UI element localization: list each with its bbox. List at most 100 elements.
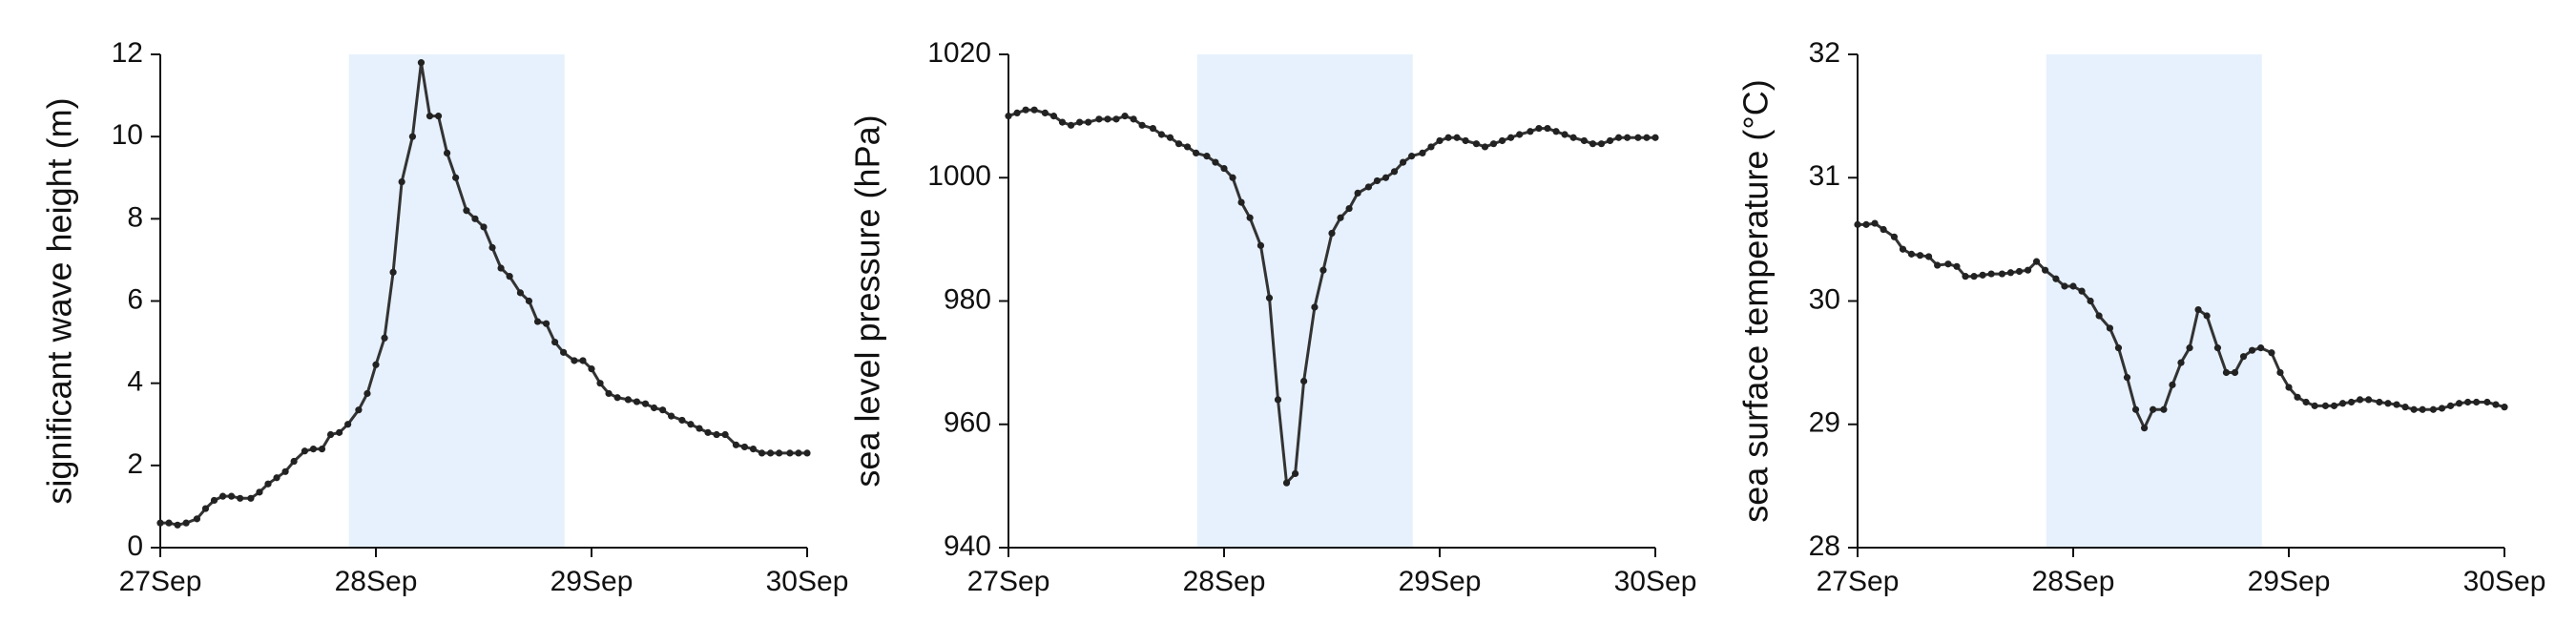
data-point — [1364, 183, 1373, 191]
data-point — [2376, 398, 2383, 406]
data-point — [1337, 214, 1344, 221]
data-point — [1871, 219, 1879, 227]
data-point — [1561, 131, 1568, 138]
data-point — [2222, 368, 2231, 377]
data-point — [1149, 124, 1157, 133]
y-tick-label: 10 — [112, 119, 143, 151]
data-point — [2123, 374, 2131, 382]
data-point — [1569, 134, 1577, 141]
data-point — [1212, 158, 1219, 166]
data-point — [344, 421, 352, 428]
y-axis-label: significant wave height (m) — [40, 97, 79, 504]
x-tick-label: 30Sep — [766, 566, 849, 597]
y-tick-label: 29 — [1809, 407, 1840, 439]
data-point — [633, 398, 641, 405]
data-point — [426, 113, 434, 120]
data-point — [1589, 140, 1597, 148]
data-point — [803, 449, 811, 457]
x-tick-label: 30Sep — [1614, 566, 1697, 597]
data-point — [758, 449, 766, 457]
data-point — [1229, 174, 1236, 181]
data-point — [1419, 149, 1426, 156]
data-point — [1643, 134, 1651, 141]
data-point — [1535, 124, 1543, 133]
data-point — [1381, 174, 1390, 181]
data-point — [668, 412, 675, 420]
data-point — [165, 519, 173, 527]
data-point — [776, 449, 783, 457]
data-point — [2106, 324, 2114, 332]
y-axis-label: sea level pressure (hPa) — [848, 114, 887, 487]
y-tick-label: 31 — [1809, 160, 1840, 192]
data-point — [2401, 404, 2409, 411]
data-point — [193, 515, 201, 523]
data-point — [596, 380, 604, 387]
data-point — [1193, 149, 1200, 156]
data-point — [434, 113, 443, 120]
x-tick-label: 29Sep — [551, 566, 634, 597]
y-tick-label: 940 — [944, 530, 991, 562]
data-point — [613, 394, 621, 402]
data-point — [2042, 266, 2049, 274]
data-point — [525, 297, 533, 305]
data-point — [2393, 401, 2400, 408]
data-point — [417, 59, 426, 67]
y-tick-label: 32 — [1809, 37, 1840, 69]
data-point — [1907, 250, 1916, 258]
data-point — [2463, 398, 2472, 406]
data-point — [210, 496, 218, 505]
data-point — [2483, 398, 2491, 406]
data-point — [579, 357, 587, 364]
data-point — [1390, 168, 1399, 176]
data-point — [1121, 113, 1129, 120]
data-point — [1246, 214, 1254, 221]
data-point — [381, 334, 388, 342]
data-point — [1899, 245, 1907, 253]
data-point — [1544, 124, 1551, 133]
data-point — [1265, 294, 1274, 301]
data-point — [1319, 266, 1327, 274]
data-point — [2186, 344, 2193, 352]
data-point — [1970, 273, 1978, 280]
data-point — [1067, 121, 1075, 129]
data-point — [2356, 396, 2364, 404]
data-point — [2311, 402, 2318, 409]
data-point — [273, 474, 280, 482]
data-point — [2285, 384, 2293, 391]
data-point — [301, 447, 309, 455]
data-point — [1498, 136, 1506, 145]
x-tick-label: 27Sep — [1817, 566, 1900, 597]
data-point — [1624, 134, 1631, 141]
data-point — [488, 243, 496, 252]
data-point — [2321, 402, 2330, 409]
data-point — [2473, 398, 2481, 406]
data-point — [1274, 396, 1282, 404]
data-point — [533, 318, 542, 325]
data-point — [1472, 140, 1481, 148]
data-point — [1862, 220, 1870, 228]
data-point — [1506, 134, 1515, 141]
data-point — [237, 494, 244, 502]
data-point — [2052, 275, 2060, 282]
data-point — [326, 430, 335, 439]
y-tick-label: 6 — [127, 283, 143, 315]
data-point — [1399, 158, 1407, 166]
data-point — [749, 446, 758, 453]
data-point — [2006, 269, 2015, 277]
data-point — [1085, 118, 1092, 126]
data-point — [1203, 153, 1211, 160]
y-tick-label: 0 — [127, 530, 143, 562]
data-point — [1183, 143, 1192, 151]
data-point — [2194, 305, 2202, 314]
data-point — [281, 467, 289, 475]
data-point — [398, 177, 405, 186]
data-point — [1962, 273, 1969, 280]
data-point — [1257, 241, 1265, 249]
data-point — [704, 428, 712, 436]
data-point — [2410, 405, 2418, 413]
x-tick-label: 29Sep — [2248, 566, 2331, 597]
data-point — [218, 492, 227, 500]
data-point — [551, 338, 559, 346]
data-point — [1979, 271, 1986, 279]
data-point — [624, 396, 633, 404]
